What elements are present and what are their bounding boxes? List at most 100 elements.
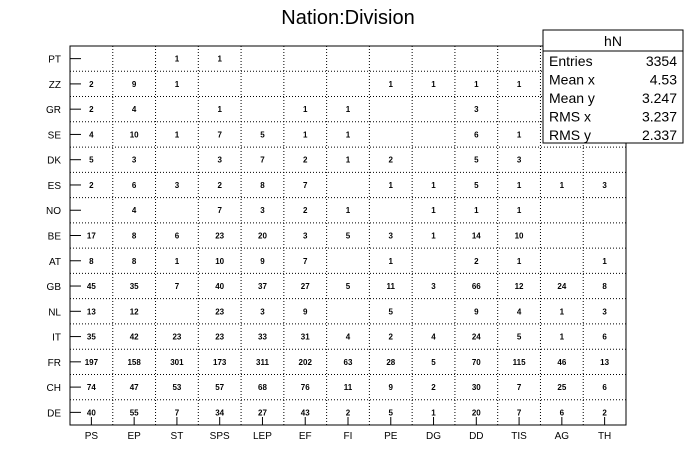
- cell-value: 9: [474, 307, 479, 316]
- x-tick-label: LEP: [253, 431, 272, 442]
- y-tick-label: AT: [49, 257, 61, 268]
- stats-value: 3.237: [642, 109, 677, 125]
- stats-label: Mean y: [549, 90, 595, 106]
- x-tick-label: EF: [299, 431, 312, 442]
- stats-value: 3.247: [642, 90, 677, 106]
- cell-value: 53: [172, 383, 181, 392]
- cell-value: 23: [215, 307, 224, 316]
- cell-value: 1: [431, 181, 436, 190]
- cell-value: 14: [472, 232, 481, 241]
- cell-value: 3: [260, 307, 265, 316]
- cell-value: 23: [215, 333, 224, 342]
- cell-value: 1: [175, 80, 180, 89]
- stats-value: 2.337: [642, 127, 677, 143]
- cell-value: 5: [431, 358, 436, 367]
- stats-box-name: hN: [604, 33, 622, 49]
- y-tick-label: IT: [52, 333, 61, 344]
- y-tick-label: FR: [48, 358, 61, 369]
- cell-value: 5: [260, 130, 265, 139]
- cell-value: 2: [389, 156, 394, 165]
- cell-value: 1: [303, 105, 308, 114]
- cell-value: 37: [258, 282, 267, 291]
- cell-value: 1: [175, 130, 180, 139]
- cell-value: 28: [386, 358, 395, 367]
- y-tick-label: DE: [47, 408, 61, 419]
- cell-value: 20: [258, 232, 267, 241]
- stats-value: 4.53: [650, 72, 677, 88]
- cell-value: 3: [389, 232, 394, 241]
- cell-value: 33: [258, 333, 267, 342]
- stats-box-frame: [542, 29, 684, 144]
- cell-value: 1: [474, 206, 479, 215]
- cell-value: 66: [472, 282, 481, 291]
- cell-value: 2: [474, 257, 479, 266]
- cell-value: 1: [217, 105, 222, 114]
- stats-label: Entries: [549, 53, 593, 69]
- cell-value: 115: [513, 358, 526, 367]
- cell-value: 7: [303, 257, 308, 266]
- grid-lines: [70, 46, 626, 425]
- cell-value: 27: [258, 408, 267, 417]
- x-tick-label: PS: [85, 431, 99, 442]
- cell-value: 301: [170, 358, 184, 367]
- y-tick-label: GB: [47, 282, 62, 293]
- cell-value: 6: [560, 408, 565, 417]
- cell-value: 6: [132, 181, 137, 190]
- x-tick-label: AG: [555, 431, 570, 442]
- cell-value: 1: [346, 105, 351, 114]
- cell-value: 8: [132, 257, 137, 266]
- x-axis: PS EP ST SPS LEP EF FI PE DG DD TIS AG TH: [85, 417, 611, 442]
- cell-value: 23: [215, 232, 224, 241]
- cell-value: 5: [517, 333, 522, 342]
- cell-value: 5: [474, 181, 479, 190]
- y-tick-label: ES: [48, 181, 62, 192]
- cell-value: 76: [301, 383, 310, 392]
- cell-value: 70: [472, 358, 481, 367]
- cell-value: 45: [87, 282, 96, 291]
- cell-value: 1: [389, 80, 394, 89]
- cell-value: 1: [431, 206, 436, 215]
- cell-value: 2: [217, 181, 222, 190]
- cell-value: 1: [389, 181, 394, 190]
- cell-value: 6: [175, 232, 180, 241]
- y-tick-label: PT: [48, 55, 61, 66]
- cell-value: 57: [215, 383, 224, 392]
- cell-value: 46: [557, 358, 566, 367]
- cell-value: 10: [515, 232, 524, 241]
- x-tick-label: TH: [598, 431, 611, 442]
- cell-value: 40: [215, 282, 224, 291]
- plot-frame: [69, 45, 627, 426]
- cell-value: 2: [602, 408, 607, 417]
- cell-value: 3: [474, 105, 479, 114]
- cell-value: 6: [602, 383, 607, 392]
- x-tick-label: PE: [384, 431, 398, 442]
- x-tick-label: FI: [344, 431, 353, 442]
- cell-value: 11: [344, 383, 353, 392]
- cell-value: 35: [130, 282, 139, 291]
- cell-value: 7: [217, 206, 222, 215]
- cell-value: 4: [132, 105, 137, 114]
- cell-value: 74: [87, 383, 96, 392]
- cell-value: 43: [301, 408, 310, 417]
- cell-value: 311: [256, 358, 269, 367]
- cell-value: 3: [260, 206, 265, 215]
- cell-value: 2: [303, 156, 308, 165]
- cell-value: 1: [517, 181, 522, 190]
- cell-value: 47: [130, 383, 139, 392]
- cell-value: 20: [472, 408, 481, 417]
- y-tick-label: BE: [48, 232, 62, 243]
- cell-value: 3: [175, 181, 180, 190]
- cell-value: 1: [517, 130, 522, 139]
- cell-value: 55: [130, 408, 139, 417]
- cell-value: 202: [299, 358, 313, 367]
- cell-value: 9: [389, 383, 394, 392]
- cell-values: 40 55 7 34 27 43 2 5 1 20 7 6 274 47 53 57 68 76 11 9 2 30 7 25…: [85, 55, 610, 418]
- cell-value: 8: [602, 282, 607, 291]
- cell-value: 8: [132, 232, 137, 241]
- cell-value: 5: [389, 408, 394, 417]
- cell-value: 8: [260, 181, 265, 190]
- x-tick-label: EP: [127, 431, 141, 442]
- cell-value: 5: [346, 232, 351, 241]
- cell-value: 8: [89, 257, 94, 266]
- cell-value: 7: [517, 408, 522, 417]
